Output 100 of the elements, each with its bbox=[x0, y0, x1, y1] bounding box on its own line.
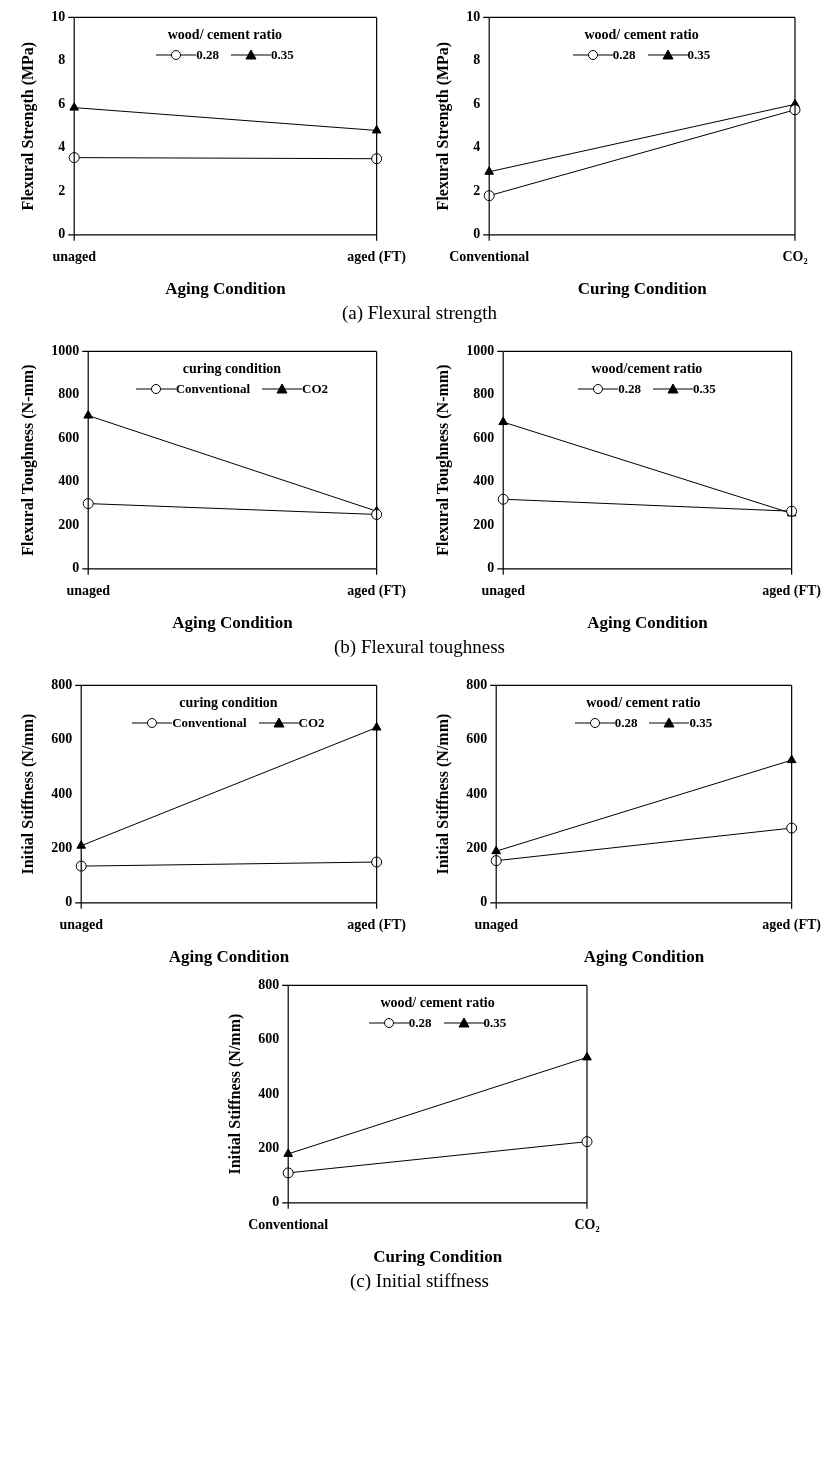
point bbox=[483, 190, 495, 202]
x-axis-title: Aging Condition bbox=[171, 613, 293, 633]
y-axis-title: Initial Stiffness (N/mm) bbox=[433, 713, 452, 875]
x-tick-label: aged (FT) bbox=[761, 582, 821, 599]
text: (a) Flexural strength bbox=[340, 302, 499, 324]
legend-title: wood/ cement ratio bbox=[379, 994, 496, 1013]
y-tick-label: 800 bbox=[465, 677, 487, 693]
y-tick-label: 10 bbox=[465, 9, 480, 25]
y-tick-label: 600 bbox=[50, 731, 72, 747]
legend-label: 0.28 bbox=[408, 1014, 432, 1033]
point bbox=[370, 856, 382, 868]
x-tick-label: unaged bbox=[480, 582, 525, 598]
y-tick-label: 2 bbox=[57, 182, 65, 198]
point bbox=[370, 153, 382, 165]
y-tick-label: 4 bbox=[57, 139, 65, 155]
y-tick-label: 800 bbox=[258, 977, 280, 993]
legend-label: 0.35 bbox=[687, 46, 711, 65]
y-tick-label: 2 bbox=[472, 182, 480, 198]
x-axis-title: Aging Condition bbox=[168, 947, 290, 967]
x-tick-label: unaged bbox=[58, 916, 103, 932]
y-tick-label: 4 bbox=[472, 139, 480, 155]
y-tick-label: 6 bbox=[472, 95, 480, 111]
y-tick-label: 400 bbox=[465, 785, 487, 801]
point bbox=[497, 493, 509, 505]
y-tick-label: 600 bbox=[472, 429, 494, 445]
legend-label: 0.28 bbox=[196, 46, 219, 65]
x-tick-label: unaged bbox=[473, 916, 518, 932]
legend-title: wood/cement ratio bbox=[590, 360, 704, 379]
y-tick-label: 800 bbox=[50, 677, 72, 693]
x-tick-label: unaged bbox=[51, 248, 96, 264]
y-tick-label: 200 bbox=[50, 840, 72, 856]
text: (c) Initial stiffness bbox=[349, 1270, 490, 1292]
y-tick-label: 200 bbox=[57, 516, 79, 532]
y-tick-label: 8 bbox=[472, 52, 480, 68]
y-tick-label: 400 bbox=[57, 473, 79, 489]
legend-label: 0.35 bbox=[483, 1014, 507, 1033]
legend-label: Conventional bbox=[175, 380, 251, 399]
point bbox=[282, 1167, 294, 1179]
y-tick-label: 600 bbox=[258, 1031, 280, 1047]
y-tick-label: 0 bbox=[479, 894, 487, 910]
point bbox=[490, 855, 502, 867]
y-tick-label: 0 bbox=[486, 560, 494, 576]
y-tick-label: 6 bbox=[57, 95, 65, 111]
x-axis-title: Curing Condition bbox=[373, 1247, 503, 1267]
y-tick-label: 0 bbox=[472, 226, 480, 242]
legend-title: wood/ cement ratio bbox=[166, 26, 284, 45]
x-axis-title: Curing Condition bbox=[577, 279, 707, 299]
legend-label: 0.28 bbox=[618, 380, 641, 399]
y-axis-title: Flexural Strength (MPa) bbox=[18, 41, 37, 211]
x-tick-label: CO₂ bbox=[781, 248, 808, 264]
legend-label: 0.35 bbox=[692, 380, 716, 399]
x-axis-title: Aging Condition bbox=[586, 613, 708, 633]
y-tick-label: 200 bbox=[258, 1140, 280, 1156]
legend-label: 0.35 bbox=[270, 46, 294, 65]
y-tick-label: 600 bbox=[465, 731, 487, 747]
legend-title: wood/ cement ratio bbox=[585, 694, 702, 713]
legend-label: 0.28 bbox=[614, 714, 638, 733]
point bbox=[82, 498, 94, 510]
point bbox=[785, 822, 797, 834]
x-tick-label: unaged bbox=[65, 582, 110, 598]
y-tick-label: 400 bbox=[258, 1085, 280, 1101]
y-axis-title: Initial Stiffness (N/mm) bbox=[225, 1013, 244, 1175]
legend-label: 0.35 bbox=[689, 714, 713, 733]
x-axis-title: Aging Condition bbox=[164, 279, 286, 299]
y-tick-label: 1000 bbox=[50, 343, 79, 359]
y-tick-label: 0 bbox=[71, 560, 79, 576]
x-tick-label: aged (FT) bbox=[346, 916, 406, 933]
x-tick-label: aged (FT) bbox=[346, 248, 406, 265]
text: (b) Flexural toughness bbox=[333, 636, 506, 658]
legend-title: wood/ cement ratio bbox=[583, 26, 700, 45]
y-tick-label: 10 bbox=[50, 9, 65, 25]
legend-label: Conventional bbox=[172, 714, 247, 733]
y-tick-label: 400 bbox=[472, 473, 494, 489]
y-axis-title: Flexural Toughness (N-mm) bbox=[433, 364, 452, 556]
y-axis-title: Flexural Toughness (N-mm) bbox=[18, 364, 37, 556]
y-tick-label: 0 bbox=[272, 1194, 280, 1210]
legend-label: CO2 bbox=[298, 714, 325, 733]
y-tick-label: 200 bbox=[465, 840, 487, 856]
y-tick-label: 800 bbox=[57, 386, 79, 402]
x-tick-label: CO₂ bbox=[574, 1216, 600, 1232]
x-tick-label: Conventional bbox=[448, 248, 529, 264]
point bbox=[75, 860, 87, 872]
x-tick-label: aged (FT) bbox=[761, 916, 821, 933]
x-tick-label: aged (FT) bbox=[346, 582, 406, 599]
y-tick-label: 800 bbox=[472, 386, 494, 402]
legend-title: curing condition bbox=[181, 360, 283, 379]
legend-label: CO2 bbox=[302, 380, 329, 399]
y-axis-title: Initial Stiffness (N/mm) bbox=[18, 713, 37, 875]
y-tick-label: 0 bbox=[57, 226, 65, 242]
y-tick-label: 8 bbox=[57, 52, 65, 68]
y-tick-label: 1000 bbox=[465, 343, 494, 359]
y-tick-label: 600 bbox=[57, 429, 79, 445]
y-tick-label: 400 bbox=[50, 785, 72, 801]
y-axis-title: Flexural Strength (MPa) bbox=[433, 41, 452, 211]
legend-title: curing condition bbox=[178, 694, 279, 713]
x-axis-title: Aging Condition bbox=[583, 947, 705, 967]
y-tick-label: 200 bbox=[472, 516, 494, 532]
y-tick-label: 0 bbox=[64, 894, 72, 910]
point bbox=[68, 152, 80, 164]
legend-label: 0.28 bbox=[612, 46, 636, 65]
